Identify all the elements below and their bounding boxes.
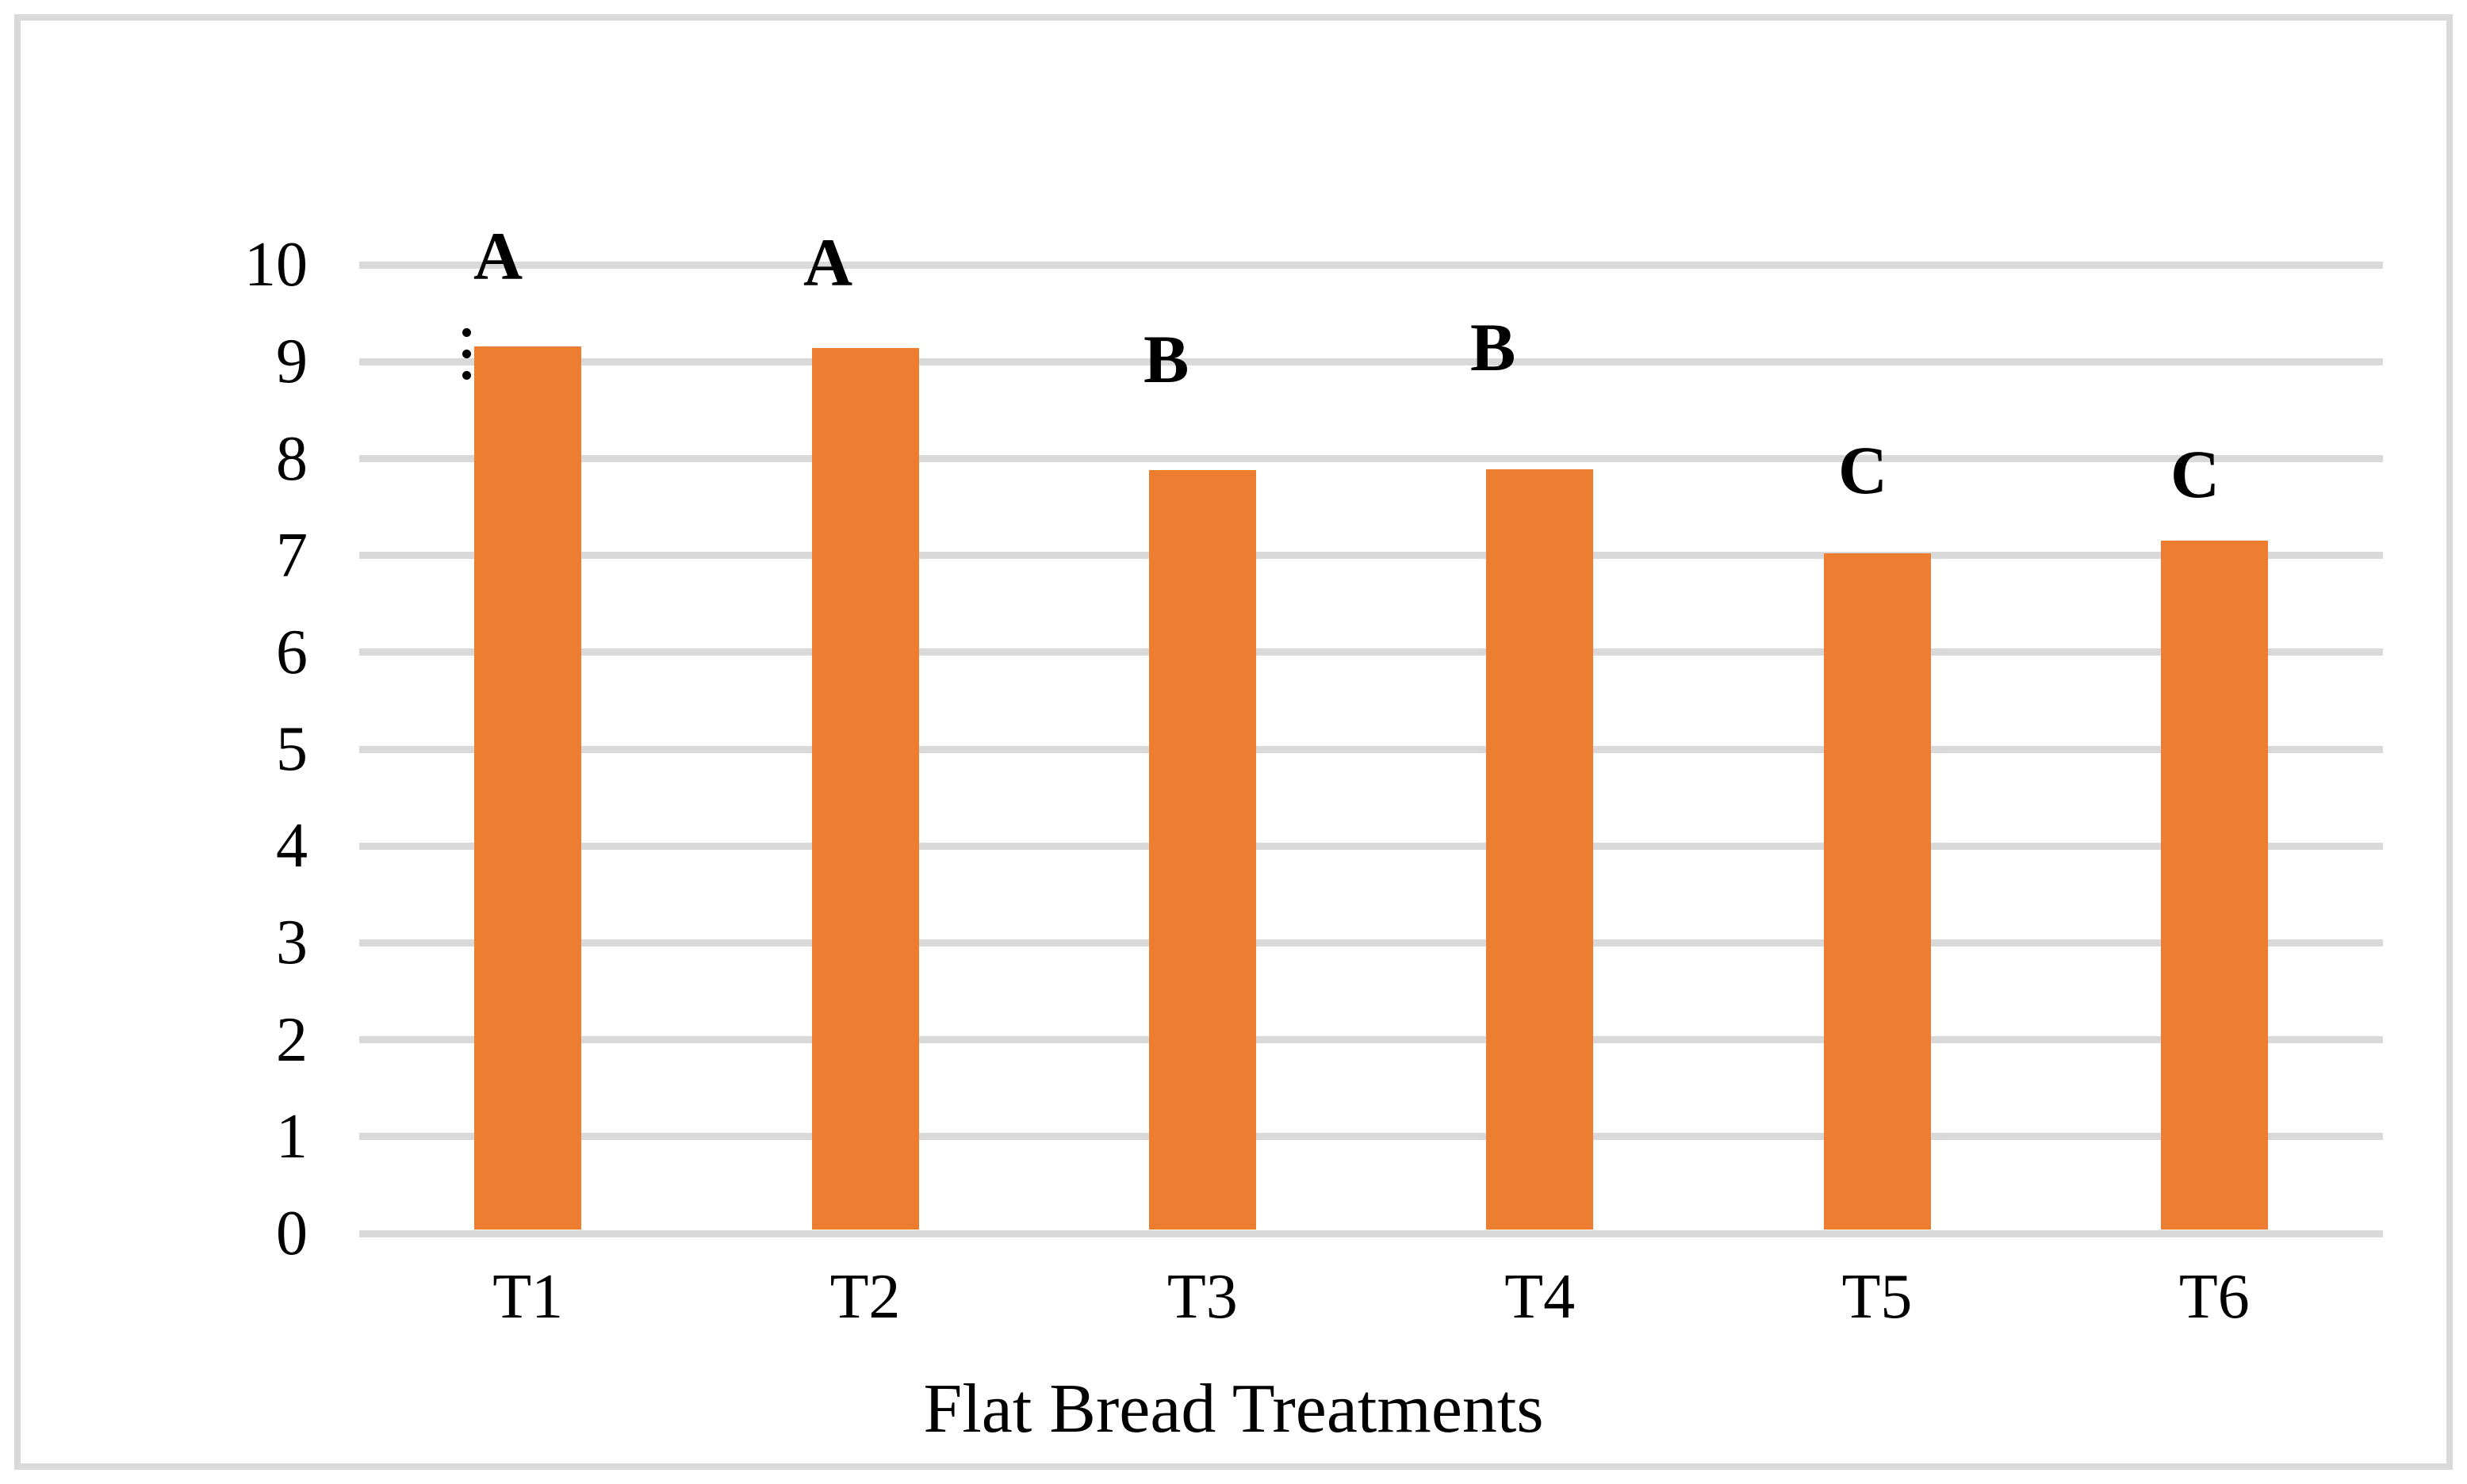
gridline-y3 [359, 939, 2383, 947]
x-tick-label-T1: T1 [492, 1262, 564, 1332]
y-tick-label-2: 2 [276, 1004, 308, 1075]
gridline-y6 [359, 648, 2383, 656]
bar-T4 [1486, 469, 1594, 1230]
y-tick-label-4: 4 [276, 811, 308, 882]
y-tick-label-8: 8 [276, 423, 308, 494]
significance-letter-T6: C [2170, 436, 2220, 512]
gridline-y9 [359, 358, 2383, 365]
bar-T1 [474, 346, 582, 1230]
gridline-y2 [359, 1036, 2383, 1044]
gridline-y1 [359, 1133, 2383, 1141]
gridline-y5 [359, 745, 2383, 753]
y-tick-label-6: 6 [276, 617, 308, 687]
gridline-y10 [359, 261, 2383, 269]
x-tick-label-T6: T6 [2178, 1262, 2250, 1332]
x-tick-label-T4: T4 [1504, 1262, 1576, 1332]
x-tick-label-T3: T3 [1166, 1262, 1238, 1332]
y-tick-label-1: 1 [276, 1101, 308, 1172]
gridline-y8 [359, 455, 2383, 463]
x-tick-label-T2: T2 [829, 1262, 901, 1332]
significance-letter-T1: A [473, 218, 523, 294]
stray-dot-1 [462, 328, 471, 337]
gridline-y7 [359, 552, 2383, 560]
bar-T2 [811, 348, 919, 1230]
significance-letter-T2: A [803, 224, 853, 300]
significance-letter-T3: B [1143, 321, 1189, 397]
x-axis-title: Flat Bread Treatments [923, 1371, 1544, 1448]
bar-T5 [1823, 553, 1931, 1230]
stray-dot-2 [462, 350, 471, 358]
bar-T3 [1148, 470, 1256, 1230]
y-tick-label-5: 5 [276, 714, 308, 785]
y-tick-label-3: 3 [276, 908, 308, 978]
x-axis-line [359, 1230, 2383, 1237]
x-tick-label-T5: T5 [1841, 1262, 1913, 1332]
y-tick-label-7: 7 [276, 520, 308, 591]
y-tick-label-9: 9 [276, 327, 308, 397]
significance-letter-T4: B [1470, 309, 1516, 385]
stray-dot-3 [462, 371, 471, 380]
y-tick-label-0: 0 [276, 1199, 308, 1268]
gridline-y4 [359, 842, 2383, 850]
y-tick-label-10: 10 [244, 230, 308, 300]
bar-T6 [2160, 541, 2268, 1230]
significance-letter-T5: C [1838, 432, 1888, 508]
